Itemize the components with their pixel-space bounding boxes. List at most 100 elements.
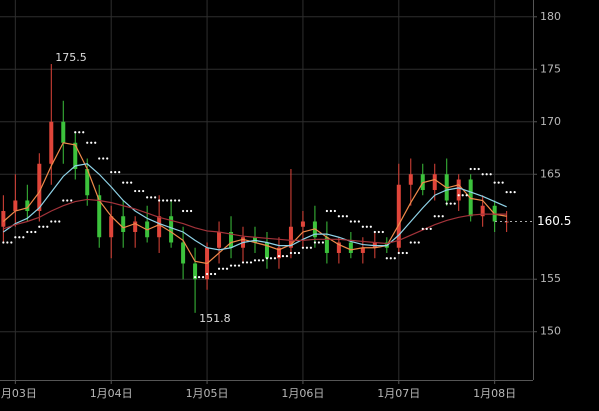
sar-dot (90, 141, 93, 144)
sar-dot (349, 220, 352, 223)
sar-dot (509, 190, 512, 194)
sar-dot (501, 181, 504, 184)
sar-dot (86, 141, 89, 144)
sar-dot (118, 171, 121, 174)
sar-dot (277, 255, 281, 258)
candle-body (157, 216, 162, 238)
sar-dot (249, 261, 253, 264)
sar-dot (18, 236, 21, 239)
sar-dot (369, 225, 372, 228)
sar-dot (174, 199, 177, 202)
sar-dot (381, 230, 384, 234)
sar-dot (221, 267, 225, 270)
candle-body (396, 184, 401, 248)
sar-dot (162, 199, 165, 202)
annotation: 151.8 (199, 312, 231, 325)
candle-body (109, 216, 114, 238)
sar-dot (122, 181, 125, 184)
sar-dot (58, 220, 61, 223)
sar-dot (397, 251, 400, 255)
sar-dot (62, 199, 65, 202)
sar-dot (94, 141, 97, 144)
candle-body (288, 226, 293, 248)
sar-dot (78, 131, 81, 134)
sar-dot (54, 220, 57, 223)
sar-dot (289, 251, 293, 255)
sar-dot (281, 255, 285, 258)
candle-body (336, 242, 341, 253)
sar-dot (158, 199, 161, 202)
y-tick-label: 165 (540, 167, 561, 180)
candle-body (61, 121, 66, 143)
sar-dot (405, 251, 408, 255)
candle-body (408, 174, 413, 185)
sar-dot (22, 236, 25, 239)
sar-dot (2, 241, 5, 244)
sar-dot (357, 220, 360, 223)
candle-body (324, 237, 329, 253)
sar-dot (373, 230, 376, 234)
sar-dot (417, 241, 420, 244)
candle-body (264, 242, 269, 259)
sar-dot (98, 157, 101, 160)
sar-dot (325, 209, 328, 213)
y-tick-label: 155 (540, 272, 561, 285)
sar-dot (126, 181, 129, 184)
sar-dot (485, 173, 488, 176)
sar-dot (189, 209, 193, 213)
candle-body (73, 142, 78, 170)
sar-dot (170, 199, 173, 202)
sar-dot (253, 259, 257, 262)
candle-body (300, 221, 305, 227)
sar-dot (134, 189, 137, 193)
sar-dot (489, 173, 492, 176)
sar-dot (26, 230, 29, 234)
sar-dot (114, 171, 117, 174)
sar-dot (389, 257, 392, 260)
sar-dot (409, 241, 412, 244)
sar-dot (497, 181, 500, 184)
sar-dot (297, 251, 301, 255)
sar-dot (437, 215, 440, 218)
sar-dot (257, 259, 261, 262)
candle-body (25, 200, 30, 211)
sar-dot (265, 257, 269, 260)
sar-dot (178, 199, 181, 202)
sar-dot (425, 227, 428, 230)
x-tick-label: 1月08日 (473, 387, 516, 400)
sar-dot (166, 199, 169, 202)
sar-dot (66, 199, 69, 202)
sar-dot (285, 255, 289, 258)
sar-dot (361, 225, 364, 228)
x-tick-label: 1月03日 (0, 387, 37, 400)
sar-dot (110, 171, 113, 174)
sar-dot (465, 194, 468, 197)
average-line (3, 198, 507, 245)
candle-body (276, 247, 281, 259)
sar-dot (193, 276, 197, 279)
sar-dot (433, 215, 436, 218)
sar-dot (477, 167, 480, 171)
sar-dot (142, 189, 145, 193)
candle-body (229, 231, 234, 248)
sar-dot (50, 220, 53, 223)
candle-body (480, 205, 485, 217)
sar-dot (445, 202, 448, 205)
candle-body (13, 200, 18, 211)
sar-dot (301, 246, 305, 249)
sar-dot (269, 257, 273, 260)
sar-dot (321, 241, 324, 244)
candle-body (85, 169, 90, 196)
sar-dot (293, 251, 297, 255)
sar-dot (329, 209, 332, 213)
sar-dot (345, 215, 348, 218)
sar-dot (453, 202, 456, 205)
average-line (3, 163, 507, 251)
sar-dot (150, 196, 153, 199)
sar-dot (185, 209, 189, 213)
sar-dot (209, 272, 213, 276)
sar-dot (229, 264, 233, 267)
sar-dot (197, 276, 201, 279)
candle-body (193, 263, 198, 280)
sar-dot (70, 199, 73, 202)
